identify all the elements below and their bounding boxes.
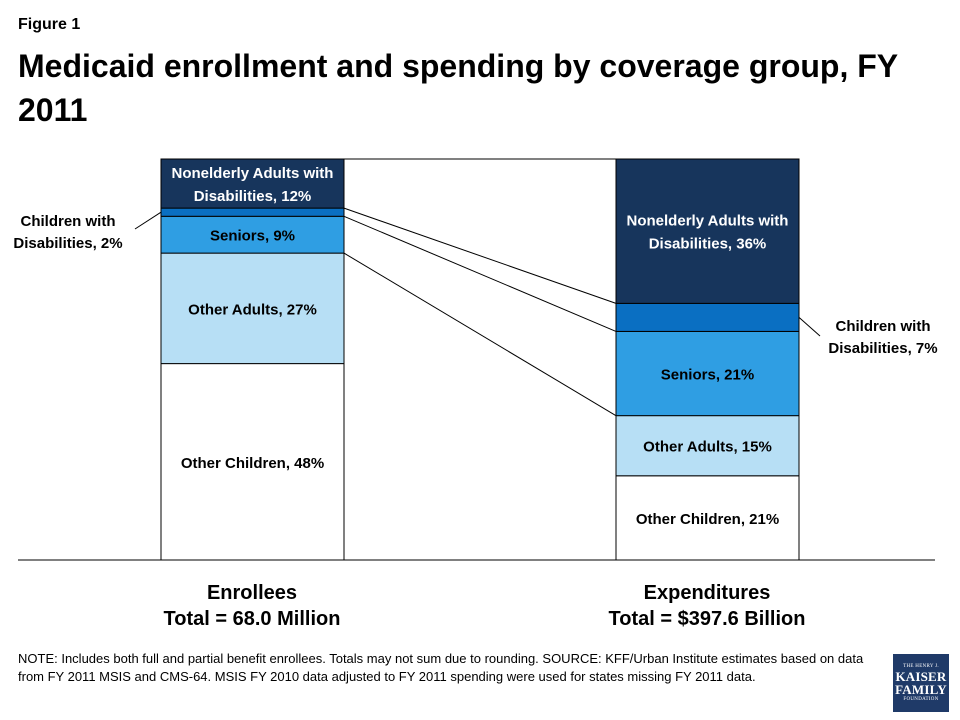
logo-line-2: KAISER (895, 669, 947, 684)
enrollees-segment-children-with-disabilities (160, 207, 345, 217)
expenditures-callout-line-1: Children with (836, 318, 931, 335)
expenditures-group-label: Expenditures Total = $397.6 Billion (567, 580, 847, 632)
expenditures-segment-nonelderly-adults-with-disabilities (615, 158, 800, 304)
expenditures-label-seniors-line-1: Seniors, 21% (661, 367, 754, 384)
stacked-bar-chart: Other Children, 48% Other Adults, 27% Seni… (13, 158, 938, 561)
expenditures-category-label: Expenditures (643, 582, 771, 604)
connector-line (343, 207, 617, 304)
expenditures-label-other-children-line-1: Other Children, 21% (636, 511, 779, 528)
connector-lines (343, 158, 617, 417)
enrollees-total-label: Total = 68.0 Million (163, 608, 341, 630)
connector-line (343, 252, 617, 417)
callouts: Children with Disabilities, 2% Children wi… (13, 211, 938, 357)
enrollees-segment-other-adults (160, 252, 345, 365)
expenditures-label-nonelderly-adults-with-disabilities-line-1: Nonelderly Adults with (627, 213, 789, 230)
enrollees-label-other-adults-line-1: Other Adults, 27% (188, 301, 317, 318)
enrollees-group-label: Enrollees Total = 68.0 Million (132, 580, 372, 632)
connector-line (343, 215, 617, 332)
expenditures-callout-line-2: Disabilities, 7% (828, 340, 937, 357)
enrollees-segment-nonelderly-adults-with-disabilities (160, 158, 345, 209)
enrollees-label-nonelderly-adults-with-disabilities-line-1: Nonelderly Adults with (172, 165, 334, 182)
source-note: NOTE: Includes both full and partial ben… (18, 651, 864, 684)
expenditures-segment-seniors (615, 330, 800, 417)
kff-logo: THE HENRY J. KAISER FAMILY FOUNDATION (893, 654, 949, 712)
enrollees-label-seniors-line-1: Seniors, 9% (210, 228, 295, 245)
enrollees-callout-leader (134, 211, 162, 230)
bar-segments (160, 158, 800, 561)
enrollees-label-nonelderly-adults-with-disabilities-line-2: Disabilities, 12% (194, 188, 312, 205)
expenditures-label-other-adults-line-1: Other Adults, 15% (643, 439, 772, 456)
logo-line-4: FOUNDATION (903, 697, 939, 702)
expenditures-total-label: Total = $397.6 Billion (608, 608, 806, 630)
logo-line-1: THE HENRY J. (903, 664, 939, 669)
segment-labels: Other Children, 48% Other Adults, 27% Seni… (172, 165, 789, 528)
enrollees-label-other-children-line-1: Other Children, 48% (181, 455, 324, 472)
logo-line-3: FAMILY (895, 682, 947, 697)
enrollees-callout-line-2: Disabilities, 2% (13, 235, 122, 252)
chart-title: Medicaid enrollment and spending by cove… (18, 48, 898, 128)
enrollees-segment-seniors (160, 215, 345, 254)
expenditures-segment-children-with-disabilities (615, 302, 800, 332)
expenditures-segment-other-adults (615, 415, 800, 477)
enrollees-callout-line-1: Children with (21, 213, 116, 230)
figure-label: Figure 1 (18, 16, 81, 33)
expenditures-callout-leader (798, 317, 821, 337)
expenditures-segment-other-children (615, 475, 800, 561)
enrollees-category-label: Enrollees (206, 582, 298, 604)
expenditures-label-nonelderly-adults-with-disabilities-line-2: Disabilities, 36% (649, 236, 767, 253)
